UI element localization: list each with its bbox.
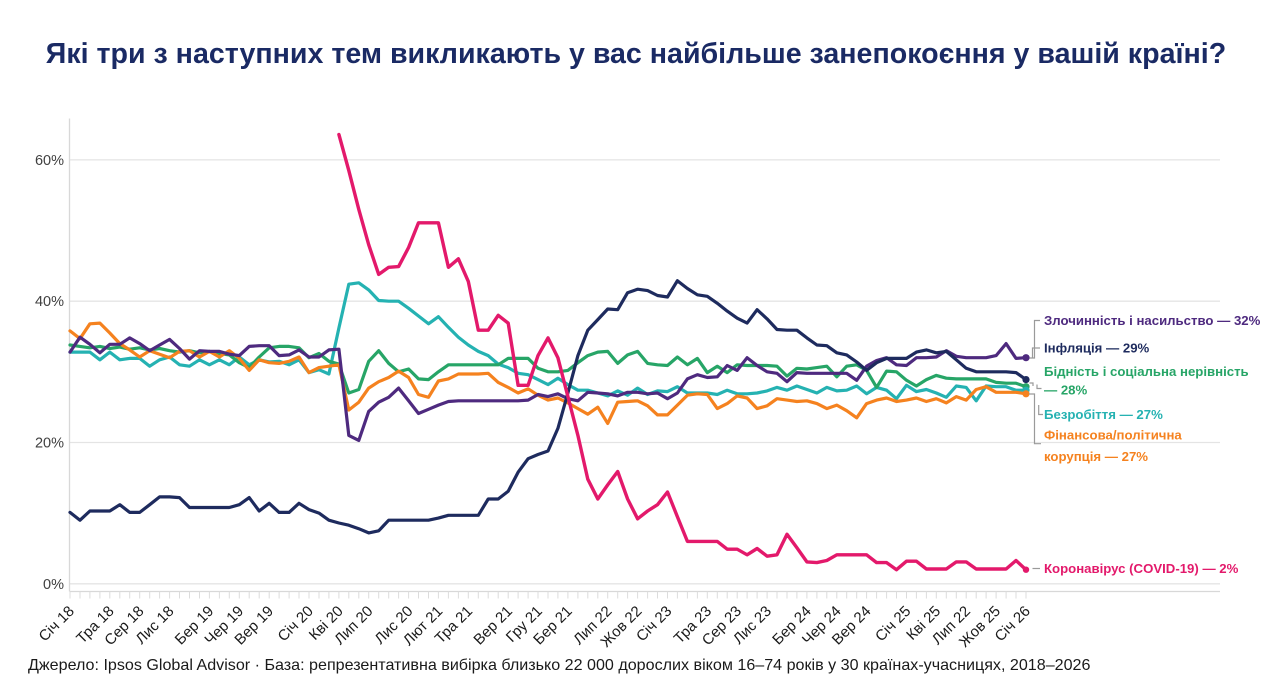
svg-text:Які три з наступних тем виклик: Які три з наступних тем викликають у вас… (46, 38, 1226, 70)
svg-text:20%: 20% (35, 436, 64, 452)
svg-text:Коронавірус (COVID-19) — 2%: Коронавірус (COVID-19) — 2% (1044, 561, 1239, 576)
svg-text:Джерело: Ipsos Global Advisor: Джерело: Ipsos Global Advisor · База: ре… (28, 656, 1091, 674)
svg-text:Інфляція — 29%: Інфляція — 29% (1044, 341, 1150, 356)
svg-text:60%: 60% (35, 153, 64, 169)
svg-text:Злочинність і насильство — 32%: Злочинність і насильство — 32% (1044, 313, 1261, 328)
svg-text:0%: 0% (43, 577, 64, 593)
svg-text:Фінансова/політична: Фінансова/політична (1044, 428, 1182, 443)
svg-text:Бідність і соціальна нерівніст: Бідність і соціальна нерівність (1044, 364, 1249, 379)
svg-text:корупція — 27%: корупція — 27% (1044, 449, 1148, 464)
svg-text:Безробіття — 27%: Безробіття — 27% (1044, 407, 1163, 422)
svg-text:— 28%: — 28% (1044, 383, 1088, 398)
svg-text:40%: 40% (35, 294, 64, 310)
